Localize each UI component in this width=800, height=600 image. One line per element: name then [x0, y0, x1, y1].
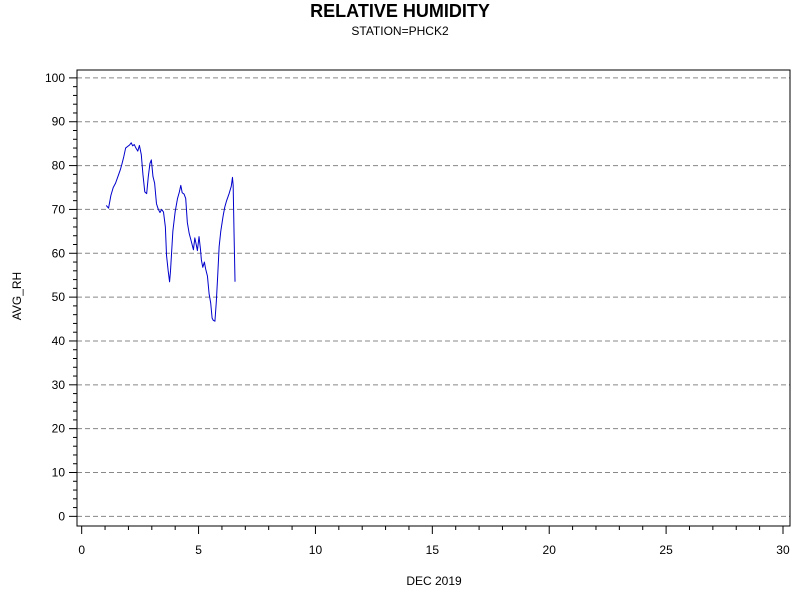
- x-tick-label: 20: [543, 543, 557, 557]
- y-tick-label: 40: [52, 334, 66, 348]
- series-layer: [105, 142, 236, 322]
- x-axis-title: DEC 2019: [406, 574, 462, 588]
- x-tick-label: 25: [659, 543, 673, 557]
- plot-frame: [76, 69, 791, 527]
- y-tick-label: 70: [52, 202, 66, 216]
- x-tick-label: 0: [78, 543, 85, 557]
- gridlines: [77, 77, 790, 517]
- x-tick-label: 15: [426, 543, 440, 557]
- x-tick-label: 10: [309, 543, 323, 557]
- y-tick-label: 0: [58, 509, 65, 523]
- y-tick-label: 60: [52, 246, 66, 260]
- y-tick-label: 50: [52, 290, 66, 304]
- y-tick-label: 90: [52, 115, 66, 129]
- y-tick-label: 100: [45, 71, 65, 85]
- y-tick-label: 10: [52, 466, 66, 480]
- x-tick-label: 5: [195, 543, 202, 557]
- avg-rh-line: [105, 142, 236, 322]
- y-axis: 0 10 20 30 40 50 60 70 80 90 100: [45, 71, 77, 523]
- x-tick-label: 30: [776, 543, 790, 557]
- y-tick-label: 20: [52, 422, 66, 436]
- y-axis-title: AVG_RH: [10, 272, 24, 320]
- y-tick-label: 80: [52, 159, 66, 173]
- y-tick-label: 30: [52, 378, 66, 392]
- x-axis: 0 5 10 15 20 25 30: [78, 526, 790, 557]
- chart-title: RELATIVE HUMIDITY: [310, 1, 490, 21]
- chart-subtitle: STATION=PHCK2: [351, 24, 449, 38]
